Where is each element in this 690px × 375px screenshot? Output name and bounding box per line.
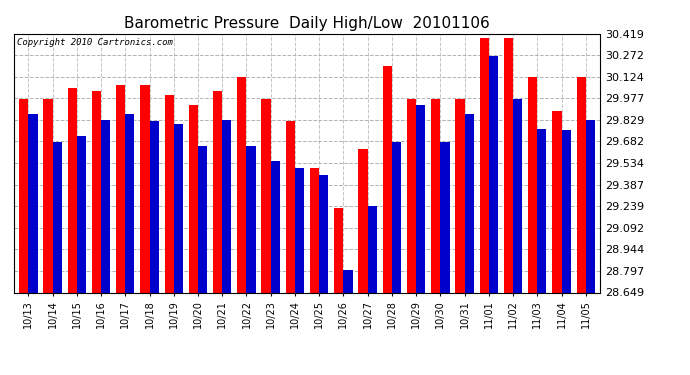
Bar [344, 270, 353, 292]
Bar [383, 66, 392, 292]
Bar [513, 99, 522, 292]
Bar [334, 208, 344, 292]
Bar [431, 99, 440, 292]
Bar [43, 99, 52, 292]
Bar [140, 85, 150, 292]
Bar [538, 129, 546, 292]
Bar [552, 111, 562, 292]
Bar [586, 120, 595, 292]
Bar [407, 99, 416, 292]
Bar [101, 120, 110, 292]
Bar [116, 85, 126, 292]
Text: Copyright 2010 Cartronics.com: Copyright 2010 Cartronics.com [17, 38, 172, 46]
Bar [189, 105, 198, 292]
Bar [52, 142, 62, 292]
Bar [246, 146, 256, 292]
Bar [577, 78, 586, 292]
Bar [504, 38, 513, 292]
Bar [164, 95, 174, 292]
Bar [319, 176, 328, 292]
Bar [464, 114, 474, 292]
Bar [528, 78, 538, 292]
Bar [270, 161, 280, 292]
Bar [455, 99, 464, 292]
Bar [368, 206, 377, 292]
Bar [213, 91, 222, 292]
Bar [440, 142, 450, 292]
Bar [77, 136, 86, 292]
Bar [68, 88, 77, 292]
Bar [416, 105, 425, 292]
Bar [150, 122, 159, 292]
Bar [198, 146, 207, 292]
Bar [286, 122, 295, 292]
Bar [392, 142, 401, 292]
Bar [126, 114, 135, 292]
Bar [489, 56, 498, 292]
Bar [174, 124, 183, 292]
Bar [295, 168, 304, 292]
Bar [358, 149, 368, 292]
Bar [562, 130, 571, 292]
Bar [480, 38, 489, 292]
Bar [92, 91, 101, 292]
Bar [237, 78, 246, 292]
Bar [262, 99, 270, 292]
Bar [19, 99, 28, 292]
Bar [222, 120, 231, 292]
Bar [28, 114, 37, 292]
Title: Barometric Pressure  Daily High/Low  20101106: Barometric Pressure Daily High/Low 20101… [124, 16, 490, 31]
Bar [310, 168, 319, 292]
